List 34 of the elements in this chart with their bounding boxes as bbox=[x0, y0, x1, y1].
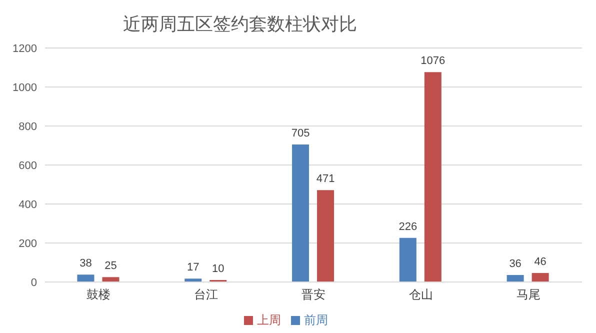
data-label: 1076 bbox=[420, 55, 446, 68]
data-label: 471 bbox=[316, 173, 335, 186]
bar bbox=[292, 144, 310, 282]
data-label: 36 bbox=[509, 258, 522, 270]
bar bbox=[532, 273, 549, 282]
bar bbox=[317, 190, 334, 282]
y-tick-label: 200 bbox=[18, 238, 37, 250]
bar bbox=[506, 274, 524, 282]
bar bbox=[184, 278, 202, 282]
bar bbox=[102, 277, 120, 282]
data-label: 46 bbox=[534, 256, 546, 268]
data-label: 226 bbox=[398, 220, 418, 233]
data-label: 705 bbox=[291, 128, 310, 140]
bar bbox=[399, 238, 416, 282]
y-tick-label: 1000 bbox=[12, 82, 37, 94]
data-label: 10 bbox=[212, 263, 224, 276]
x-tick-label: 晋安 bbox=[302, 288, 326, 302]
y-tick-label: 600 bbox=[18, 160, 37, 172]
y-tick-label: 0 bbox=[30, 276, 37, 289]
legend-label: 上周 bbox=[257, 313, 281, 327]
y-tick-label: 400 bbox=[18, 198, 37, 211]
x-tick-label: 仓山 bbox=[408, 288, 433, 302]
bar bbox=[424, 72, 442, 282]
chart-title: 近两周五区签约套数柱状对比 bbox=[122, 13, 358, 36]
x-tick-label: 鼓楼 bbox=[86, 288, 111, 302]
x-tick-label: 台江 bbox=[194, 288, 218, 302]
data-label: 17 bbox=[186, 262, 200, 274]
legend-label: 前周 bbox=[304, 313, 328, 327]
x-tick-label: 马尾 bbox=[516, 288, 540, 302]
data-label: 38 bbox=[80, 258, 92, 270]
bar bbox=[77, 274, 94, 282]
data-label: 25 bbox=[104, 260, 117, 272]
y-tick-label: 800 bbox=[18, 120, 37, 133]
y-tick-label: 1200 bbox=[12, 42, 37, 55]
